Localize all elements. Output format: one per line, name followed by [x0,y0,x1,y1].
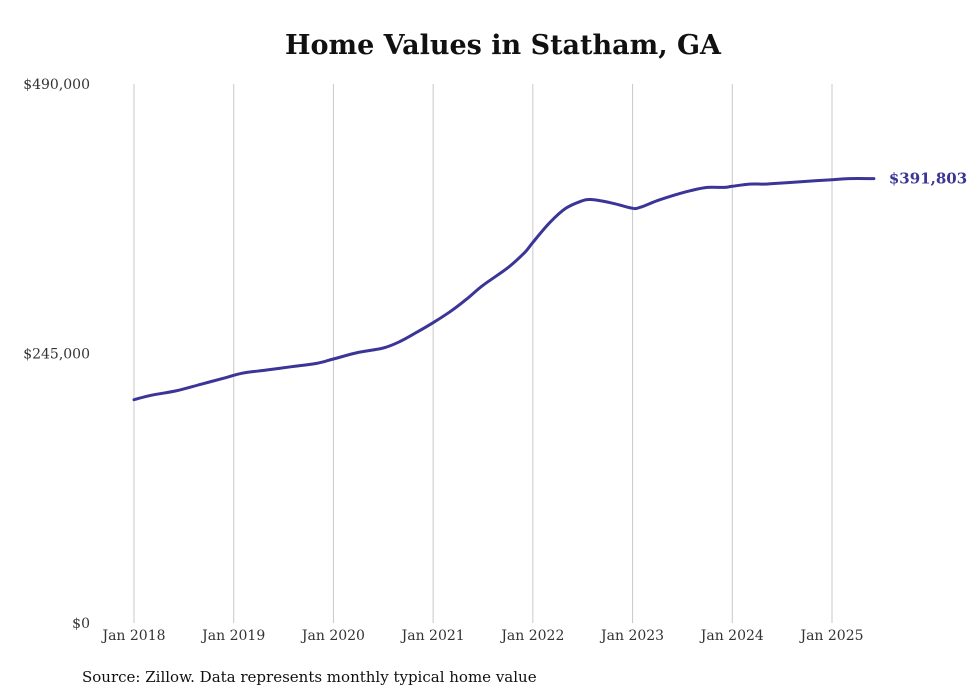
y-axis: $0 $245,000 $490,000 [23,77,90,632]
x-tick-label: Jan 2024 [699,628,764,644]
chart-title: Home Values in Statham, GA [284,30,722,61]
gridlines [133,84,833,623]
end-value-label: $391,803 [889,170,967,188]
x-tick-label: Jan 2018 [100,628,165,644]
source-note: Source: Zillow. Data represents monthly … [82,668,537,686]
series-layer: $391,803 [132,170,967,402]
x-tick-label: Jan 2023 [599,628,664,644]
y-tick-label: $0 [72,616,90,632]
x-tick-label: Jan 2025 [798,628,863,644]
x-tick-label: Jan 2022 [499,628,564,644]
x-tick-label: Jan 2019 [200,628,265,644]
x-tick-label: Jan 2020 [300,628,365,644]
x-tick-label: Jan 2021 [400,628,465,644]
y-tick-label: $245,000 [23,347,90,363]
x-axis: Jan 2018 Jan 2019 Jan 2020 Jan 2021 Jan 2022… [100,628,863,644]
series-line [132,177,876,402]
y-tick-label: $490,000 [23,77,90,93]
